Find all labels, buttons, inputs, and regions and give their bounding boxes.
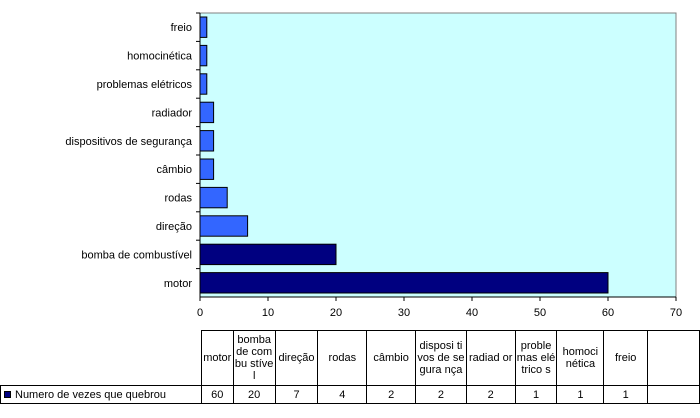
table-header-text-3: rodas [328, 352, 357, 364]
table-header-text-9: freio [615, 352, 637, 364]
category-label-6: radiador [152, 107, 193, 119]
table-header-row: motor bomba de combu stível direção rodas câ… [1, 330, 700, 386]
bar-chart: motor bomba de combustível direção rodas câm… [65, 12, 682, 319]
table-value-4: 2 [366, 385, 417, 404]
category-label-4: câmbio [157, 164, 192, 176]
table-header-text-1: bomba de combu stível [234, 334, 274, 382]
table-header-4: câmbio [366, 330, 417, 386]
table-value-0: 60 [200, 385, 234, 404]
bar-5 [199, 130, 215, 152]
table-header-0: motor [200, 330, 234, 386]
table-value-1: 20 [232, 385, 276, 404]
table-value-2: 7 [274, 385, 319, 404]
table-header-text-2: direção [278, 352, 315, 364]
category-label-9: freio [171, 22, 192, 34]
table-header-3: rodas [317, 330, 368, 386]
table-value-5: 2 [415, 385, 467, 404]
category-labels: motor bomba de combustível direção rodas câm… [65, 12, 200, 290]
x-tick-label-0: 0 [197, 307, 203, 319]
bar-3 [199, 186, 228, 209]
category-label-5: dispositivos de segurança [65, 136, 192, 148]
category-label-2: direção [156, 221, 192, 233]
table-corner-cell [1, 331, 202, 386]
bar-4 [199, 158, 215, 180]
table-header-7: proble mas elétrico s [514, 330, 558, 386]
table-header-text-4: câmbio [373, 352, 409, 364]
table-value-8: 1 [556, 385, 605, 404]
table-value-7: 1 [514, 385, 558, 404]
bar-6 [199, 101, 215, 124]
category-label-7: problemas elétricos [97, 79, 193, 91]
bar-7 [199, 73, 208, 95]
x-tick-label-4: 40 [466, 307, 478, 319]
table-header-1: bomba de combu stível [232, 330, 276, 386]
bar-9 [199, 16, 208, 38]
x-tick-label-7: 70 [670, 307, 682, 319]
table-value-3: 4 [317, 385, 368, 404]
category-label-0: motor [164, 278, 192, 290]
category-label-3: rodas [164, 193, 192, 205]
table-value-9: 1 [603, 385, 649, 404]
x-tick-label-2: 20 [330, 307, 342, 319]
x-axis: 0 10 20 30 40 50 60 70 [197, 13, 682, 319]
data-table: motor bomba de combu stível direção rodas câ… [0, 330, 700, 404]
table-header-2: direção [274, 330, 319, 386]
x-tick-label-1: 10 [262, 307, 274, 319]
table-header-text-0: motor [203, 352, 232, 364]
x-tick-label-5: 50 [534, 307, 546, 319]
category-label-1: bomba de combustível [81, 249, 192, 261]
table-header-6: radiad or [465, 330, 516, 386]
bar-2 [199, 215, 249, 237]
legend-label: Numero de vezes que quebrou [15, 388, 167, 401]
category-label-8: homocinética [127, 51, 193, 63]
legend-key [4, 391, 11, 399]
x-tick-label-3: 30 [398, 307, 410, 319]
table-values-row: Numero de vezes que quebrou 60 20 7 4 2 2 2 1 1 1 [0, 385, 700, 404]
table-header-5: disposi tivos de segura nça [415, 330, 467, 386]
x-tick-label-6: 60 [602, 307, 614, 319]
bar-1 [199, 243, 337, 266]
table-header-8: homoci nética [556, 330, 605, 386]
table-header-text-7: proble mas elétrico s [516, 340, 556, 376]
table-header-text-8: homoci nética [562, 346, 599, 370]
table-header-empty [647, 330, 700, 386]
bar-0 [199, 272, 609, 294]
bar-8 [199, 44, 208, 67]
legend-cell: Numero de vezes que quebrou [0, 385, 202, 404]
table-header-text-5: disposi tivos de segura nça [417, 340, 465, 376]
bars-group [199, 16, 609, 294]
table-value-empty [647, 385, 700, 404]
table-value-6: 2 [465, 385, 516, 404]
table-header-9: freio [603, 330, 649, 386]
table-header-text-6: radiad or [469, 352, 513, 364]
